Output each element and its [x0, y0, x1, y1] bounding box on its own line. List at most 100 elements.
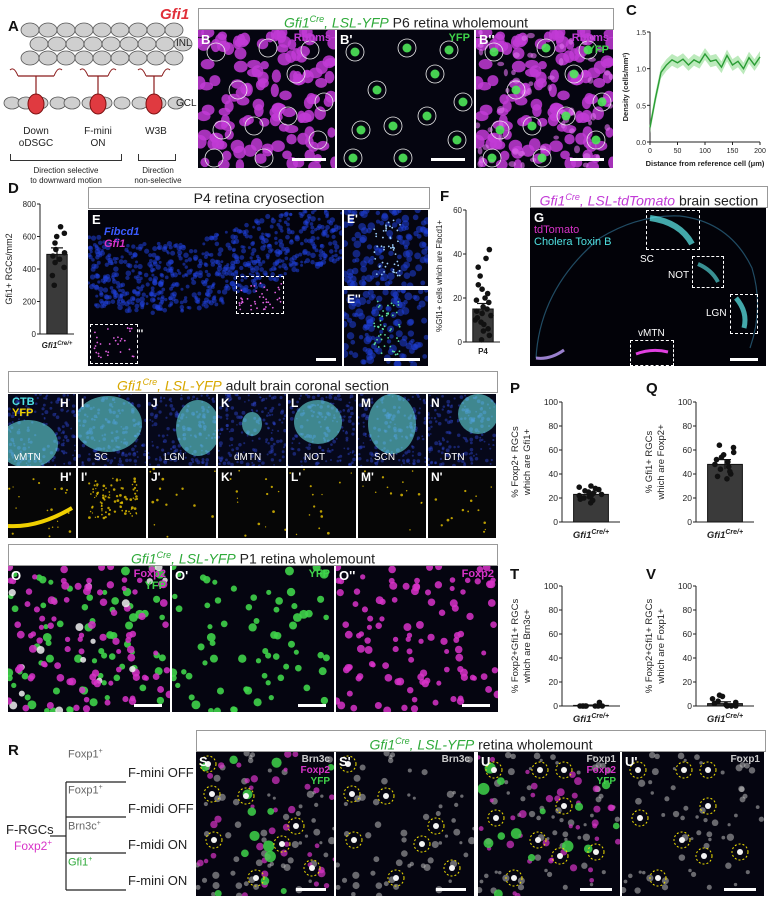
- yfp-dot: [54, 488, 56, 490]
- foxp2-cell: [356, 632, 362, 639]
- dapi-dot: [188, 461, 193, 466]
- dapi-dot: [402, 250, 410, 258]
- dapi-dot: [347, 210, 354, 214]
- dapi-dot: [158, 410, 162, 414]
- dapi-dot: [397, 210, 402, 214]
- foxp2-cell: [356, 644, 365, 653]
- yfp-cell: [48, 579, 54, 585]
- rbpms-cell: [495, 159, 508, 168]
- dapi-dot: [170, 271, 175, 276]
- dapi-dot: [241, 248, 247, 254]
- gray-cell: [479, 879, 484, 884]
- dapi-dot: [298, 229, 304, 234]
- gray-cell: [212, 871, 220, 879]
- dapi-dot: [434, 408, 437, 412]
- data-point: [716, 442, 723, 448]
- dapi-dot: [211, 284, 215, 287]
- panel-g-tdtomato-label: tdTomato: [534, 224, 580, 236]
- foxp2-cell: [47, 622, 54, 629]
- panel-s1-brn3c-label: Brn3c: [441, 754, 470, 765]
- signal-dot: [386, 262, 389, 265]
- panel-l-letter: L: [291, 396, 299, 410]
- dapi-dot: [133, 451, 136, 455]
- data-point: [480, 304, 486, 310]
- gfi1-dot: [277, 286, 280, 289]
- dapi-dot: [223, 264, 229, 271]
- data-point: [709, 696, 716, 702]
- marker-cell: [393, 875, 399, 881]
- gray-cell: [484, 873, 489, 879]
- dapi-dot: [361, 275, 367, 281]
- yfp-cell: [327, 763, 334, 771]
- yfp-dot: [101, 504, 103, 506]
- signal-dot: [376, 325, 379, 328]
- inl-cell: [155, 36, 175, 52]
- rbpms-cell: [508, 139, 523, 154]
- dapi-dot: [138, 246, 143, 251]
- dapi-dot: [88, 235, 92, 240]
- rbpms-cell: [304, 126, 315, 139]
- dapi-dot: [310, 260, 315, 265]
- panel-s-labels: Brn3c Foxp2 YFP: [300, 754, 330, 787]
- gray-cell: [735, 764, 743, 772]
- dapi-dot: [428, 447, 431, 451]
- gray-cell: [734, 813, 738, 818]
- dapi-dot: [330, 443, 333, 446]
- rbpms-cell: [564, 133, 575, 145]
- rbpms-cell: [209, 75, 221, 87]
- yfp-dot: [133, 480, 137, 483]
- inl-cell: [20, 22, 40, 38]
- panel-r-root1: F-RGCs: [6, 822, 54, 837]
- dapi-dot: [252, 289, 257, 293]
- dapi-dot: [89, 250, 93, 254]
- dapi-dot: [394, 360, 401, 366]
- cell-outline: [308, 130, 328, 150]
- gray-cell: [400, 829, 408, 837]
- rbpms-bright-cell: [478, 48, 484, 56]
- dapi-dot: [204, 269, 209, 274]
- rbpms-cell: [315, 77, 328, 88]
- dapi-dot: [344, 431, 349, 435]
- rbpms-cell: [549, 140, 563, 153]
- yfp-dot: [91, 506, 94, 509]
- dapi-dot: [353, 454, 356, 457]
- dapi-dot: [70, 427, 73, 430]
- data-point: [716, 692, 723, 698]
- dapi-dot: [44, 410, 49, 415]
- gray-cell: [690, 837, 694, 841]
- signal-dot: [385, 227, 388, 230]
- dapi-dot: [406, 398, 410, 402]
- yfp-dot: [350, 472, 352, 474]
- foxp2-cell: [55, 706, 64, 712]
- gray-cell: [201, 877, 208, 883]
- signal-dot: [375, 232, 378, 235]
- dapi-dot: [278, 458, 282, 462]
- rbpms-cell: [254, 153, 267, 164]
- rbpms-cell: [247, 68, 261, 77]
- dapi-dot: [151, 420, 154, 423]
- dapi-dot: [174, 243, 179, 248]
- rbpms-bright-cell: [505, 87, 510, 94]
- dapi-dot: [366, 244, 373, 250]
- dapi-dot: [401, 307, 410, 315]
- foxp2-cell: [148, 566, 156, 573]
- signal-dot: [395, 311, 398, 314]
- yfp-cell: [197, 643, 205, 651]
- foxp2-cell: [268, 827, 276, 835]
- dapi-dot: [163, 246, 168, 251]
- dapi-dot: [240, 431, 244, 434]
- yfp-dot: [400, 493, 404, 497]
- signal-dot: [374, 257, 377, 260]
- dapi-dot: [201, 457, 205, 461]
- dapi-dot: [173, 454, 176, 457]
- panel-j-region: LGN: [164, 452, 185, 463]
- gray-cell: [211, 892, 216, 896]
- gray-cell: [726, 833, 735, 841]
- panel-b-letter: B: [201, 32, 211, 47]
- data-point: [50, 253, 56, 259]
- signal-dot: [398, 323, 400, 326]
- dapi-dot: [421, 435, 424, 438]
- dapi-dot: [55, 415, 60, 420]
- rbpms-bright-cell: [482, 144, 489, 151]
- dapi-dot: [420, 280, 426, 286]
